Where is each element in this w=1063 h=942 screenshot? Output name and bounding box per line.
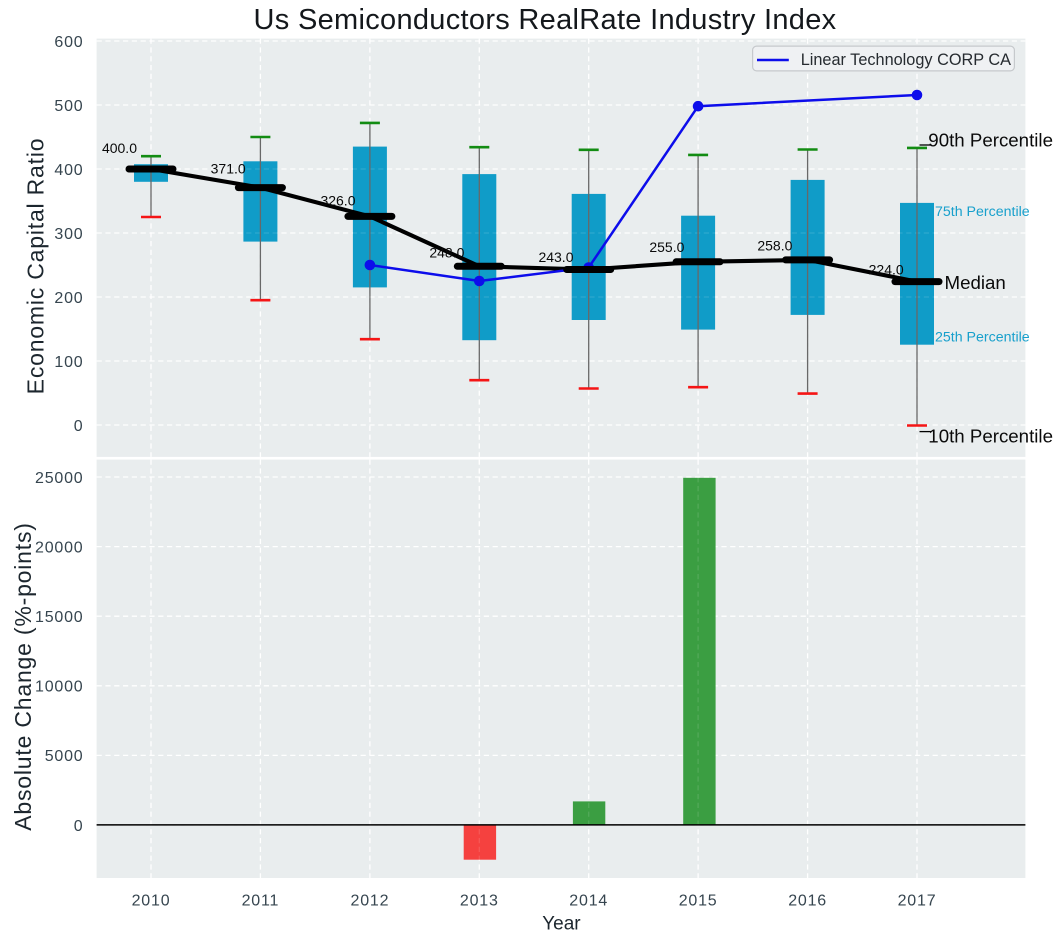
svg-text:258.0: 258.0: [757, 237, 792, 253]
svg-text:248.0: 248.0: [429, 245, 464, 261]
svg-text:75th Percentile: 75th Percentile: [935, 204, 1030, 220]
svg-text:500: 500: [54, 98, 83, 115]
svg-text:2012: 2012: [351, 892, 390, 909]
svg-text:100: 100: [54, 354, 83, 371]
svg-text:20000: 20000: [35, 539, 84, 556]
svg-text:2015: 2015: [679, 892, 718, 909]
svg-text:200: 200: [54, 290, 83, 307]
svg-text:10000: 10000: [35, 679, 84, 696]
svg-text:Us Semiconductors RealRate Ind: Us Semiconductors RealRate Industry Inde…: [254, 4, 837, 36]
svg-text:90th Percentile: 90th Percentile: [928, 129, 1053, 150]
svg-text:326.0: 326.0: [320, 193, 355, 209]
svg-text:0: 0: [74, 818, 84, 835]
svg-text:Median: Median: [945, 272, 1006, 293]
svg-text:5000: 5000: [45, 748, 84, 765]
svg-text:2011: 2011: [242, 892, 280, 909]
svg-text:2010: 2010: [132, 892, 171, 909]
svg-text:15000: 15000: [35, 609, 84, 626]
svg-text:Absolute Change (%-points): Absolute Change (%-points): [10, 522, 36, 830]
svg-text:Year: Year: [542, 913, 581, 934]
svg-text:600: 600: [54, 34, 83, 51]
svg-text:2017: 2017: [898, 892, 937, 909]
svg-text:400: 400: [54, 162, 83, 179]
svg-text:371.0: 371.0: [211, 160, 246, 176]
svg-text:25th Percentile: 25th Percentile: [935, 329, 1030, 345]
svg-text:Linear Technology CORP CA: Linear Technology CORP CA: [801, 51, 1011, 69]
svg-text:224.0: 224.0: [869, 261, 904, 277]
svg-text:255.0: 255.0: [649, 239, 684, 255]
svg-text:2016: 2016: [788, 892, 827, 909]
svg-text:2014: 2014: [569, 892, 608, 909]
svg-text:10th Percentile: 10th Percentile: [928, 425, 1053, 446]
svg-text:2013: 2013: [460, 892, 499, 909]
svg-text:400.0: 400.0: [102, 140, 137, 156]
svg-text:Economic Capital Ratio: Economic Capital Ratio: [23, 138, 49, 395]
svg-text:0: 0: [74, 418, 84, 435]
svg-text:243.0: 243.0: [538, 249, 573, 265]
svg-text:25000: 25000: [35, 470, 84, 487]
svg-text:300: 300: [54, 226, 83, 243]
